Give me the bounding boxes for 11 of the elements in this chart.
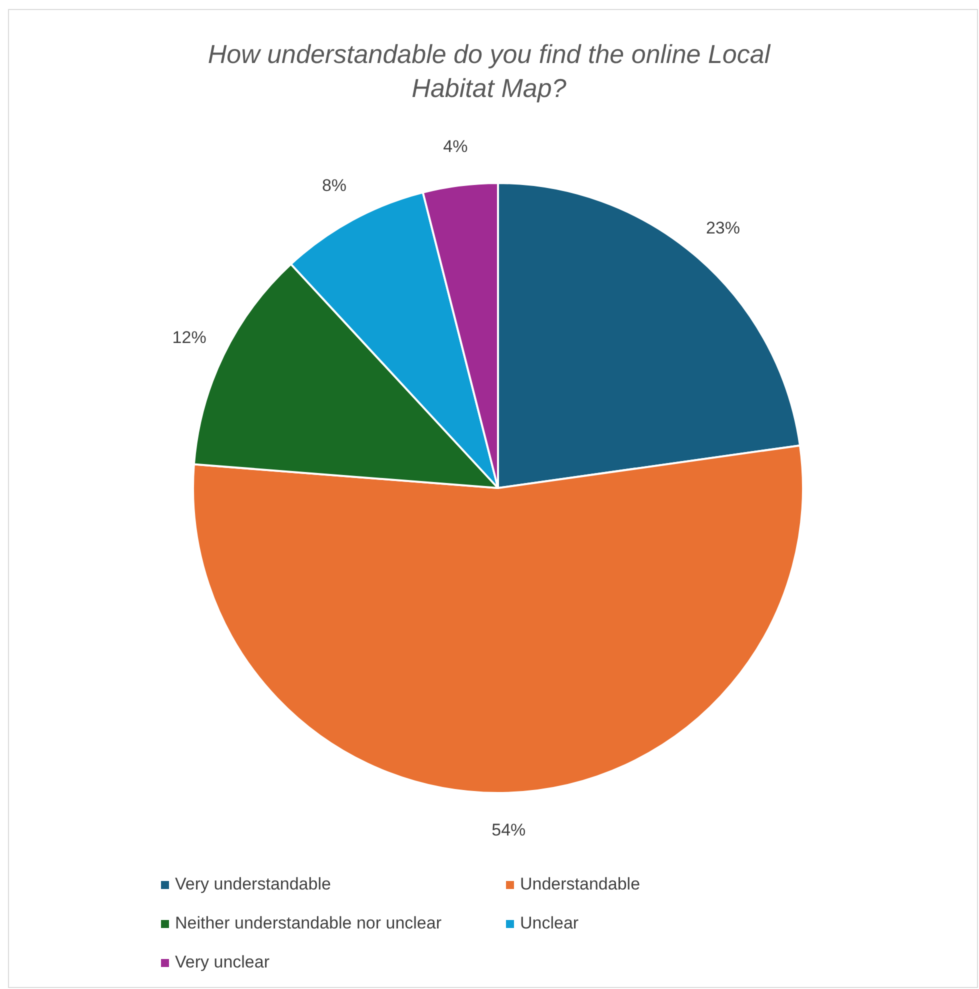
legend-label: Unclear [520,913,579,932]
data-label: 8% [322,176,347,196]
data-label: 23% [706,218,740,238]
legend-label: Neither understandable nor unclear [175,913,442,932]
legend-label: Very understandable [175,874,331,894]
data-label: 12% [172,328,206,347]
chart-title: How understandable do you find the online Local Habitat Map? [208,39,772,103]
data-label: 4% [443,137,468,156]
legend-label: Very unclear [175,952,270,972]
legend-label: Understandable [520,874,640,894]
data-label: 54% [492,820,526,840]
